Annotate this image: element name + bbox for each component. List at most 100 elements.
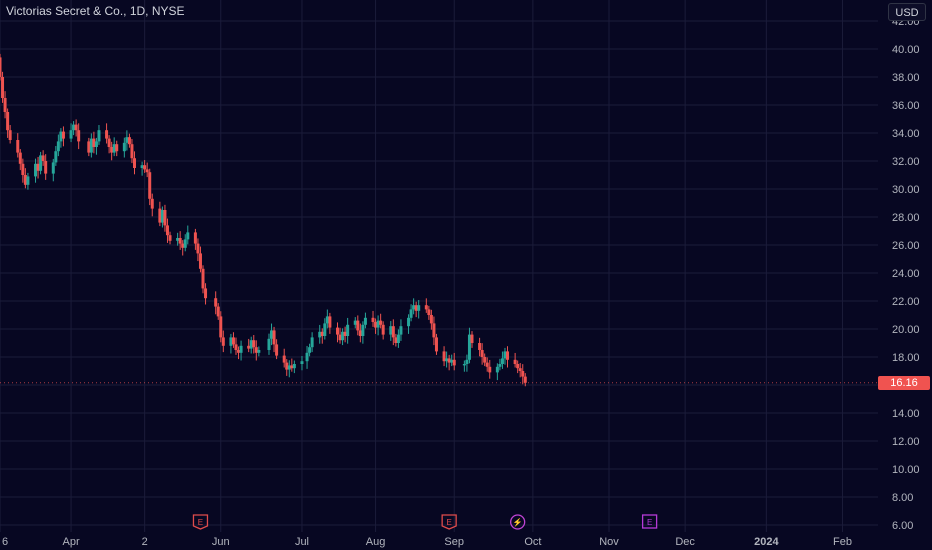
candle (252, 335, 256, 354)
candle (483, 353, 487, 367)
earnings-event-icon[interactable]: E (641, 514, 658, 529)
y-tick-label: 6.00 (892, 520, 913, 532)
candle (445, 351, 449, 368)
candle (358, 323, 362, 343)
candle (346, 317, 350, 344)
candle (8, 125, 12, 144)
candle (290, 358, 294, 372)
candle (140, 161, 144, 176)
candle (310, 332, 314, 353)
candle (97, 125, 101, 145)
candle (44, 154, 48, 180)
x-tick-label: Feb (833, 536, 852, 548)
candle (127, 133, 131, 148)
x-tick-label: Dec (675, 536, 695, 548)
candle (503, 347, 507, 365)
candle (429, 309, 433, 330)
y-tick-label: 34.00 (892, 128, 920, 140)
candle (183, 234, 187, 252)
y-tick-label: 10.00 (892, 464, 920, 476)
candle (379, 313, 383, 329)
candle (467, 327, 471, 364)
candle (361, 321, 365, 344)
candle (300, 356, 304, 371)
candle (160, 206, 164, 228)
candle (427, 305, 431, 320)
candle (409, 304, 413, 322)
candle (328, 312, 332, 334)
last-price-badge: 16.16 (878, 375, 930, 390)
candle (201, 265, 205, 294)
candle (523, 373, 527, 387)
candle (478, 337, 482, 357)
candle (247, 338, 251, 353)
candle (181, 240, 185, 256)
candle (308, 343, 312, 357)
candle (282, 348, 286, 368)
candle (239, 340, 243, 361)
currency-button[interactable]: USD (888, 3, 926, 21)
candle (394, 333, 398, 347)
candle (21, 158, 25, 183)
y-tick-label: 20.00 (892, 324, 920, 336)
candle (231, 332, 235, 348)
candle (89, 133, 93, 158)
y-tick-label: 30.00 (892, 184, 920, 196)
candle (275, 339, 279, 360)
candle (1, 71, 5, 103)
candle (424, 298, 428, 313)
candle (521, 364, 525, 385)
y-tick-label: 8.00 (892, 492, 913, 504)
candle (257, 346, 261, 357)
x-tick-label: 2 (142, 536, 148, 548)
candle (500, 351, 504, 369)
candle (376, 315, 380, 336)
y-tick-label: 28.00 (892, 212, 920, 224)
candle (272, 326, 276, 353)
candle (287, 360, 291, 378)
candle (374, 318, 378, 334)
price-axis[interactable]: 42.0040.0038.0036.0034.0032.0030.0028.00… (892, 16, 920, 532)
candle (23, 168, 27, 189)
candle (480, 343, 484, 365)
symbol-title: Victorias Secret & Co., 1D, NYSE (6, 4, 185, 18)
x-tick-label: Sep (444, 536, 464, 548)
candles (0, 53, 878, 387)
candle (452, 352, 456, 371)
candle (216, 303, 220, 320)
candle (414, 301, 418, 318)
candle (56, 134, 60, 157)
candle (356, 315, 360, 336)
candle (513, 352, 517, 368)
candle (381, 321, 385, 340)
y-tick-label: 12.00 (892, 436, 920, 448)
candle (34, 158, 38, 183)
earnings-event-icon[interactable]: E (192, 514, 209, 530)
time-axis[interactable]: 6 Apr 2 Jun Jul Aug Sep Oct Nov Dec 2024 Feb (2, 536, 852, 548)
event-label: ⚡ (513, 517, 523, 527)
candle (193, 228, 197, 250)
candle (353, 317, 357, 329)
candle (506, 346, 510, 368)
y-tick-label: 32.00 (892, 156, 920, 168)
grid-lines (0, 0, 878, 532)
candle (267, 333, 271, 355)
x-tick-label: 2024 (754, 536, 779, 548)
earnings-event-icon[interactable]: E (441, 514, 457, 530)
y-tick-label: 38.00 (892, 72, 920, 84)
candle (168, 231, 172, 245)
candle (219, 311, 223, 343)
candle (237, 346, 241, 360)
event-label: E (647, 518, 652, 527)
candle (498, 358, 502, 371)
candle (391, 319, 395, 346)
candle (74, 119, 78, 137)
candle (396, 329, 400, 348)
y-tick-label: 26.00 (892, 240, 920, 252)
candle (343, 326, 347, 343)
candle (130, 139, 134, 164)
split-event-icon[interactable]: ⚡ (510, 514, 526, 530)
candle (234, 337, 238, 355)
